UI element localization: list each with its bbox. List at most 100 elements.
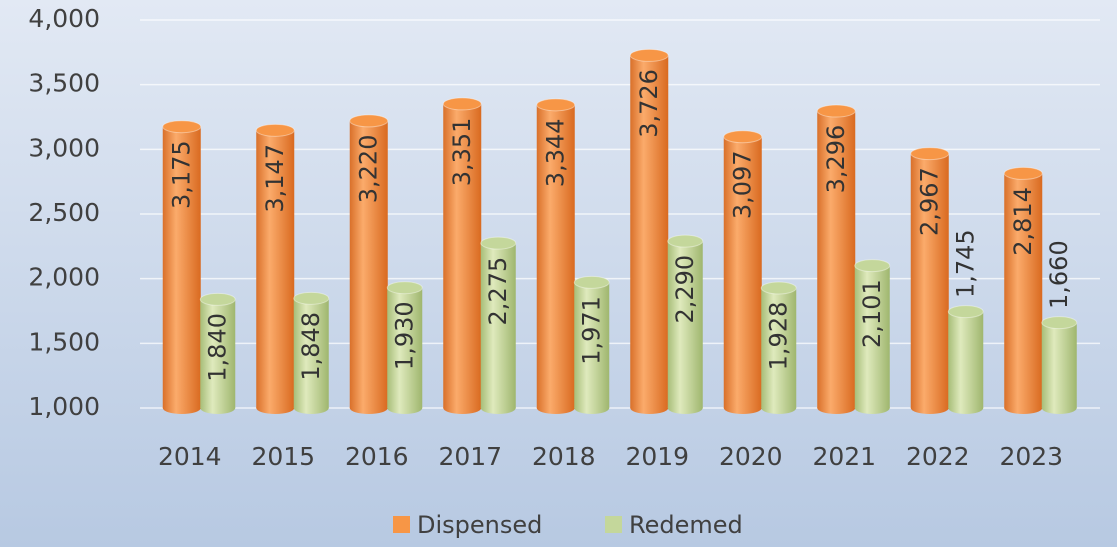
bar-cap: [629, 48, 669, 62]
bar-cap: [854, 259, 891, 273]
y-tick-label: 2,000: [28, 263, 100, 292]
value-label: 3,296: [822, 125, 850, 194]
x-tick-label: 2022: [906, 442, 970, 471]
x-tick-label: 2019: [625, 442, 689, 471]
bar-group: [854, 259, 891, 414]
bar-group: [760, 281, 797, 414]
bar-group: [1041, 316, 1078, 414]
bar-cap: [910, 147, 950, 161]
bar-cap: [667, 234, 704, 248]
y-tick-label: 2,500: [28, 198, 100, 227]
x-tick-label: 2020: [719, 442, 783, 471]
bar-group: [162, 120, 202, 414]
y-tick-label: 3,000: [28, 133, 100, 162]
legend-label: Redemed: [629, 511, 743, 539]
bar: [293, 298, 329, 408]
bar: [256, 130, 295, 408]
bar-cap: [293, 291, 330, 305]
bar-group: [816, 104, 856, 414]
legend-swatch: [605, 516, 622, 533]
bar: [817, 111, 856, 409]
bar-group: [293, 291, 330, 414]
bar: [761, 287, 797, 408]
bar-cap: [816, 104, 856, 118]
bar-cap: [386, 281, 423, 295]
bar-group: [255, 123, 295, 414]
bar-group: [910, 147, 950, 414]
bar: [536, 104, 575, 409]
value-label: 2,967: [916, 167, 944, 236]
value-label: 1,840: [204, 313, 232, 382]
value-label: 1,928: [765, 302, 793, 371]
legend-swatch: [393, 516, 410, 533]
x-tick-label: 2014: [158, 442, 222, 471]
bar-group: [629, 48, 669, 414]
x-tick-label: 2015: [251, 442, 315, 471]
bar-cap: [536, 98, 576, 112]
bar: [574, 282, 610, 408]
bar: [667, 241, 703, 408]
bar-cap: [162, 120, 202, 134]
value-label: 1,745: [952, 229, 980, 298]
bar: [854, 265, 890, 408]
value-label: 3,726: [635, 69, 663, 138]
bar: [948, 311, 984, 408]
legend-label: Dispensed: [417, 511, 542, 539]
value-label: 2,290: [671, 255, 699, 324]
bar-cap: [442, 97, 482, 111]
value-label: 3,147: [261, 144, 289, 213]
bar-group: [480, 236, 517, 414]
bar: [1004, 173, 1043, 408]
y-tick-label: 1,500: [28, 327, 100, 356]
bar-group: [723, 130, 763, 414]
bar-cap: [760, 281, 797, 295]
value-label: 3,351: [448, 118, 476, 187]
bar-cap: [1003, 166, 1043, 180]
bar-group: [199, 292, 236, 414]
x-tick-label: 2018: [532, 442, 596, 471]
bar-cap: [255, 123, 295, 137]
bar-cap: [480, 236, 517, 250]
bar: [349, 120, 388, 408]
bar: [387, 287, 423, 408]
y-tick-label: 1,000: [28, 392, 100, 421]
bar-group: [573, 275, 610, 414]
value-label: 1,971: [578, 296, 606, 365]
value-label: 1,848: [297, 312, 325, 381]
value-label: 1,930: [391, 301, 419, 370]
bar-cap: [199, 292, 236, 306]
x-tick-label: 2023: [999, 442, 1063, 471]
x-tick-label: 2021: [812, 442, 876, 471]
x-tick-label: 2017: [438, 442, 502, 471]
value-label: 3,097: [729, 150, 757, 219]
bar: [910, 153, 949, 408]
bar: [443, 103, 482, 409]
value-label: 2,101: [858, 279, 886, 348]
x-tick-label: 2016: [345, 442, 409, 471]
bar-cap: [947, 305, 984, 319]
bar-cap: [573, 275, 610, 289]
bar-group: [349, 114, 389, 414]
bar: [723, 136, 762, 408]
bar-group: [442, 97, 482, 414]
bar: [162, 126, 201, 408]
bar: [1041, 322, 1077, 408]
value-label: 2,275: [484, 257, 512, 326]
bar-group: [947, 305, 984, 414]
bar-group: [1003, 166, 1043, 414]
y-tick-label: 3,500: [28, 69, 100, 98]
bar-cap: [349, 114, 389, 128]
bar-cap: [723, 130, 763, 144]
bar-group: [536, 98, 576, 414]
y-tick-label: 4,000: [28, 4, 100, 33]
value-label: 3,175: [168, 140, 196, 209]
value-label: 3,344: [542, 118, 570, 187]
bar: [630, 55, 669, 409]
value-label: 3,220: [355, 135, 383, 204]
bar-cap: [1041, 316, 1078, 330]
value-label: 2,814: [1009, 187, 1037, 256]
value-label: 1,660: [1045, 240, 1073, 309]
bar: [200, 299, 236, 408]
bar: [480, 243, 516, 408]
